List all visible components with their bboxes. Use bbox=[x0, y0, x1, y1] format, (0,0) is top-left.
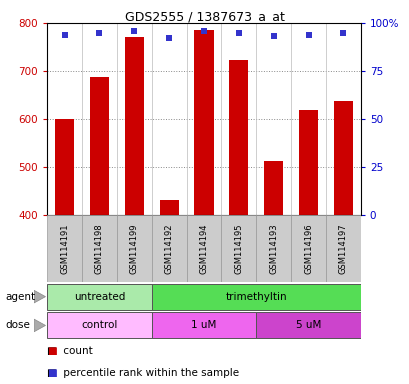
Text: ■  percentile rank within the sample: ■ percentile rank within the sample bbox=[47, 368, 239, 378]
Bar bbox=[151, 313, 256, 338]
Polygon shape bbox=[34, 290, 45, 303]
Bar bbox=[151, 215, 186, 282]
Bar bbox=[124, 38, 144, 215]
Text: GSM114197: GSM114197 bbox=[338, 223, 347, 274]
Bar bbox=[117, 215, 151, 282]
Bar bbox=[55, 119, 74, 215]
Bar bbox=[256, 215, 290, 282]
Text: trimethyltin: trimethyltin bbox=[225, 291, 286, 302]
Bar bbox=[90, 77, 109, 215]
Bar bbox=[47, 215, 82, 282]
Text: GSM114192: GSM114192 bbox=[164, 223, 173, 274]
Bar bbox=[47, 313, 151, 338]
Bar bbox=[221, 215, 256, 282]
Bar bbox=[325, 215, 360, 282]
Bar bbox=[151, 284, 360, 310]
Bar bbox=[159, 200, 178, 215]
Text: ■  count: ■ count bbox=[47, 346, 93, 356]
Text: GSM114193: GSM114193 bbox=[269, 223, 277, 274]
Bar bbox=[229, 61, 248, 215]
Text: GDS2555 / 1387673_a_at: GDS2555 / 1387673_a_at bbox=[125, 10, 284, 23]
Text: GSM114199: GSM114199 bbox=[130, 223, 138, 274]
Text: 5 uM: 5 uM bbox=[295, 320, 320, 331]
Bar bbox=[186, 215, 221, 282]
Text: dose: dose bbox=[5, 320, 30, 331]
Text: GSM114194: GSM114194 bbox=[199, 223, 208, 274]
Text: GSM114195: GSM114195 bbox=[234, 223, 243, 274]
Text: 1 uM: 1 uM bbox=[191, 320, 216, 331]
Text: GSM114198: GSM114198 bbox=[95, 223, 103, 274]
Text: GSM114191: GSM114191 bbox=[60, 223, 69, 274]
Bar bbox=[256, 313, 360, 338]
Text: GSM114196: GSM114196 bbox=[303, 223, 312, 274]
Text: untreated: untreated bbox=[74, 291, 125, 302]
Bar bbox=[263, 161, 283, 215]
Bar bbox=[82, 215, 117, 282]
Bar bbox=[290, 215, 325, 282]
Bar bbox=[194, 30, 213, 215]
Text: control: control bbox=[81, 320, 117, 331]
Bar bbox=[298, 111, 317, 215]
Text: ■: ■ bbox=[47, 368, 57, 378]
Bar bbox=[333, 101, 352, 215]
Text: ■: ■ bbox=[47, 346, 57, 356]
Bar bbox=[47, 284, 151, 310]
Polygon shape bbox=[34, 319, 45, 332]
Text: agent: agent bbox=[5, 291, 35, 302]
